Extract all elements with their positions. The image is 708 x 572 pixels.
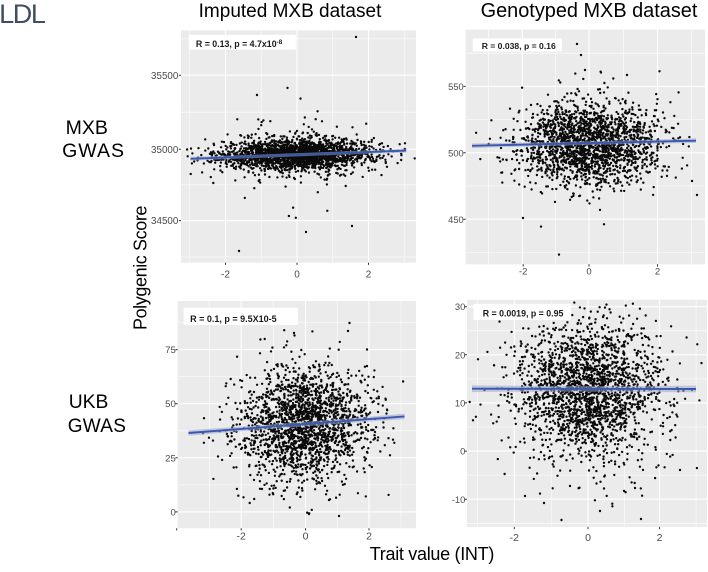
svg-text:75: 75 (165, 345, 176, 356)
svg-text:R = 0.13, p = 4.7x10-8: R = 0.13, p = 4.7x10-8 (196, 39, 283, 49)
svg-text:20: 20 (455, 349, 465, 360)
svg-text:30: 30 (455, 301, 465, 312)
svg-text:550: 550 (448, 82, 464, 92)
svg-text:2: 2 (366, 269, 372, 280)
svg-text:35500: 35500 (151, 71, 179, 82)
svg-text:0: 0 (294, 269, 300, 280)
svg-text:35000: 35000 (151, 145, 179, 156)
svg-text:0: 0 (170, 507, 175, 518)
svg-text:-2: -2 (237, 531, 246, 543)
svg-text:2: 2 (657, 532, 663, 544)
svg-text:450: 450 (448, 215, 464, 225)
svg-text:50: 50 (165, 399, 176, 410)
svg-text:0: 0 (586, 266, 591, 277)
svg-text:-2: -2 (519, 266, 527, 277)
svg-text:0: 0 (585, 532, 591, 544)
svg-text:500: 500 (448, 148, 464, 158)
svg-text:-10: -10 (452, 494, 466, 505)
svg-text:0: 0 (303, 531, 309, 543)
svg-text:R = 0.1, p = 9.5X10-5: R = 0.1, p = 9.5X10-5 (190, 314, 277, 324)
svg-text:34500: 34500 (151, 216, 179, 227)
svg-text:25: 25 (165, 453, 176, 464)
svg-text:R = 0.0019, p = 0.95: R = 0.0019, p = 0.95 (483, 308, 564, 318)
svg-text:-2: -2 (510, 532, 519, 544)
svg-text:10: 10 (455, 397, 465, 408)
svg-text:2: 2 (366, 531, 372, 543)
svg-text:0: 0 (460, 446, 465, 457)
svg-text:R = 0.038, p = 0.16: R = 0.038, p = 0.16 (482, 41, 556, 51)
svg-text:2: 2 (655, 266, 660, 277)
svg-text:-2: -2 (221, 269, 230, 280)
